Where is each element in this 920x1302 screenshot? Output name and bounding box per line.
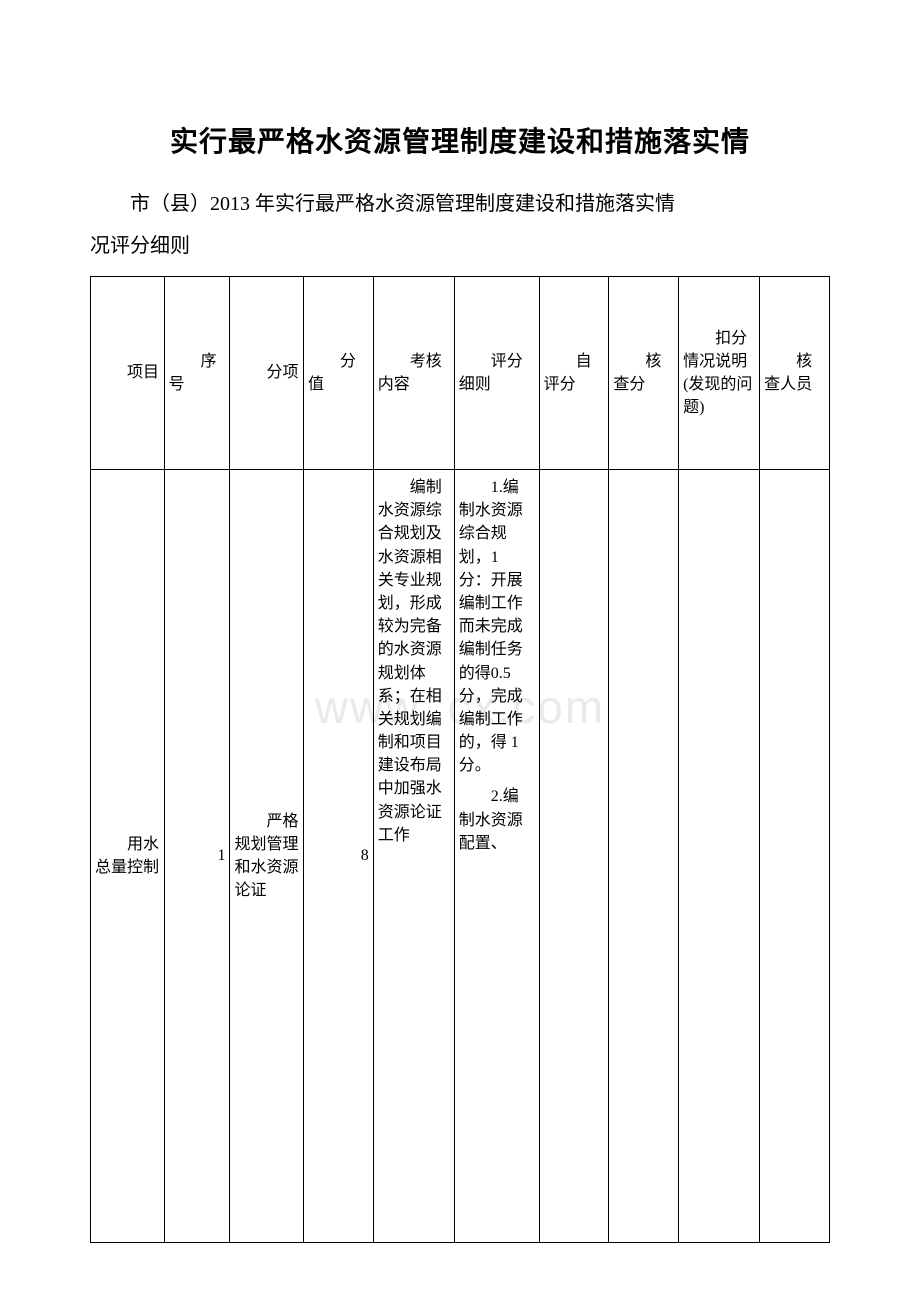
table-row: 用水总量控制 1 严格规划管理和水资源论证 8 编制水资源综合规划及水资源相关专… xyxy=(91,470,830,1243)
header-checker: 核查人员 xyxy=(760,277,830,470)
header-subitem: 分项 xyxy=(230,277,304,470)
cell-check-score xyxy=(609,470,679,1243)
cell-checker xyxy=(760,470,830,1243)
cell-seq: 1 xyxy=(164,470,230,1243)
cell-self-score xyxy=(539,470,609,1243)
cell-score-value: 8 xyxy=(303,470,373,1243)
header-score-value: 分值 xyxy=(303,277,373,470)
header-deduction-note: 扣分情况说明(发现的问题) xyxy=(679,277,760,470)
header-content: 考核内容 xyxy=(373,277,454,470)
cell-project: 用水总量控制 xyxy=(91,470,165,1243)
cell-rule: 1.编制水资源综合规划，1 分：开展编制工作而未完成编制任务的得0.5 分，完成… xyxy=(454,470,539,1243)
page-title: 实行最严格水资源管理制度建设和措施落实情 xyxy=(90,120,830,160)
header-project: 项目 xyxy=(91,277,165,470)
table-header-row: 项目 序号 分项 分值 考核内容 评分细则 自评分 核查分 扣分情况说明(发现的… xyxy=(91,277,830,470)
header-seq: 序号 xyxy=(164,277,230,470)
header-rule: 评分细则 xyxy=(454,277,539,470)
subtitle-line-2: 况评分细则 xyxy=(90,230,830,262)
header-self-score: 自评分 xyxy=(539,277,609,470)
subtitle-line-1: 市（县）2013 年实行最严格水资源管理制度建设和措施落实情 xyxy=(90,188,830,220)
cell-subitem: 严格规划管理和水资源论证 xyxy=(230,470,304,1243)
cell-deduction-note xyxy=(679,470,760,1243)
cell-content: 编制水资源综合规划及水资源相关专业规划，形成较为完备的水资源规划体系；在相关规划… xyxy=(373,470,454,1243)
header-check-score: 核查分 xyxy=(609,277,679,470)
scoring-table: 项目 序号 分项 分值 考核内容 评分细则 自评分 核查分 扣分情况说明(发现的… xyxy=(90,276,830,1243)
